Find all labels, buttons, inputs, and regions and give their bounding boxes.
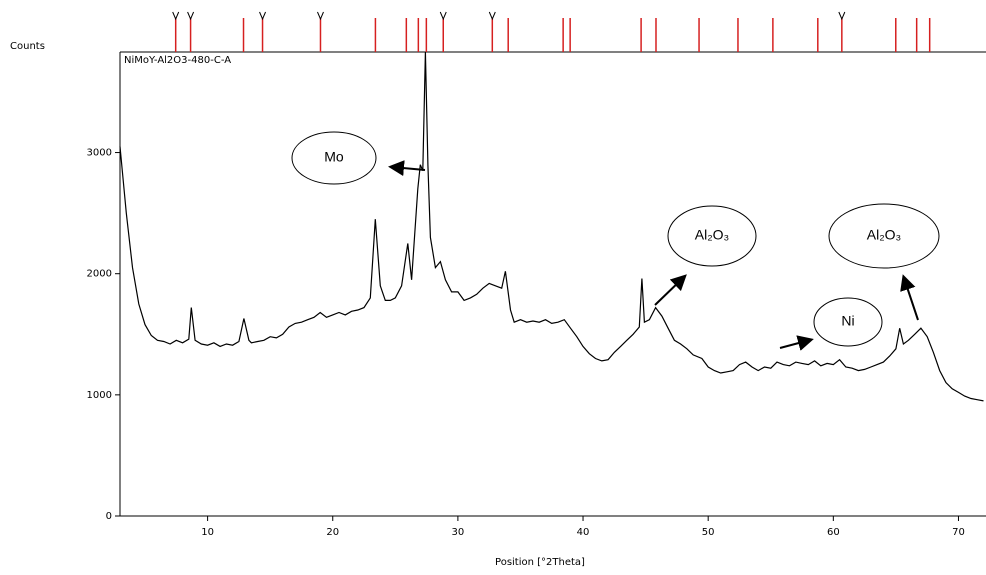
x-tick-label: 40 bbox=[577, 527, 590, 538]
arrow bbox=[654, 274, 687, 306]
y-axis-title: Counts bbox=[10, 41, 45, 52]
x-tick-label: 70 bbox=[952, 527, 965, 538]
y-tick-label: 0 bbox=[106, 511, 112, 522]
reference-marker bbox=[187, 11, 195, 21]
x-tick-label: 10 bbox=[201, 527, 214, 538]
arrow bbox=[388, 160, 426, 177]
y-tick-label: 2000 bbox=[87, 269, 112, 280]
annotation: Mo bbox=[324, 149, 344, 165]
reference-marker bbox=[488, 11, 496, 21]
arrow bbox=[779, 335, 814, 351]
reference-marker bbox=[259, 11, 266, 21]
x-tick-label: 20 bbox=[326, 527, 339, 538]
reference-marker bbox=[172, 11, 180, 21]
annotation: Al₂O₃ bbox=[867, 227, 901, 243]
y-tick-label: 3000 bbox=[87, 148, 112, 159]
annotations: Mo Al₂O₃ Al₂O₃ Ni bbox=[291, 131, 940, 351]
x-tick-label: 30 bbox=[452, 527, 465, 538]
annotation-ellipse bbox=[813, 297, 883, 347]
annotation: Ni bbox=[841, 313, 854, 329]
pattern-line bbox=[119, 51, 984, 402]
x-axis-title: Position [°2Theta] bbox=[495, 557, 585, 568]
annotation-ellipse bbox=[291, 131, 377, 185]
reference-marker bbox=[317, 11, 324, 21]
x-tick-label: 50 bbox=[702, 527, 715, 538]
reference-marker bbox=[439, 11, 447, 21]
annotation-ellipse bbox=[667, 205, 757, 267]
annotation: Al₂O₃ bbox=[695, 227, 729, 243]
reference-marker bbox=[838, 11, 846, 21]
sample-label: NiMoY-Al2O3-480-C-A bbox=[124, 55, 231, 66]
y-tick-label: 1000 bbox=[87, 390, 112, 401]
annotation-ellipse bbox=[828, 203, 940, 269]
x-tick-label: 60 bbox=[827, 527, 840, 538]
arrow bbox=[900, 274, 919, 321]
